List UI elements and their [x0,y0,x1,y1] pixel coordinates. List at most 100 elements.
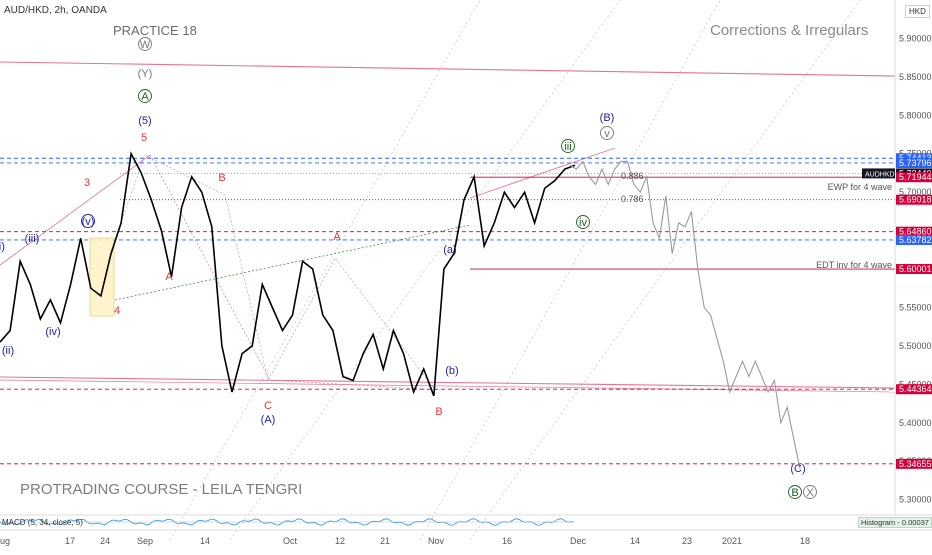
wave-label-ring [788,485,802,499]
x-tick-label: Nov [428,536,445,546]
price-level-tag-label: 5.44364 [899,384,932,394]
wave-label: (5) [138,115,151,127]
wave-label: A [141,91,149,103]
price-level-tag-label: 5.69018 [899,195,932,205]
price-level-tag-bg [896,384,932,395]
price-levels [0,157,895,465]
x-tick-label: 12 [335,536,345,546]
y-tick-label: 5.90000 [899,33,932,43]
x-tick-label: Oct [283,536,298,546]
price-level-tag-bg [896,172,932,183]
wave-label-ring [803,485,817,499]
y-tick-label: 5.55000 [899,302,932,312]
wave-label: B [791,487,798,499]
x-tick-label: 24 [100,536,110,546]
wave-label: (iii) [25,233,40,245]
wave-labels: (ii) (iii) (iv) (v) (i) 3 4 5 (5) A (Y) W A B C (A) A B (a… [0,37,817,499]
x-tick-label: 18 [800,536,810,546]
histogram-tag: Histogram - 0.00037 [858,517,932,528]
x-tick-label: Sep [137,536,153,546]
currency-badge[interactable]: HKD [905,5,930,18]
price-level-tag-bg [896,458,932,469]
practice-title: PRACTICE 18 [113,23,197,38]
wave-label-ring [561,139,575,153]
price-level-tag-bg [896,234,932,245]
price-level-tag-bg [896,264,932,275]
price-level-tag-bg [896,226,932,237]
x-tick-label: Dec [570,536,587,546]
wave-label: iv [579,217,587,229]
highlight-box [89,237,115,317]
wave-label-ring [576,215,590,229]
wave-label: B [435,406,442,418]
top-channel-line [0,61,896,77]
price-level-tag-label: 5.63782 [899,235,932,245]
y-tick-label: 5.85000 [899,72,932,82]
bottom-channel-line [0,376,896,389]
wave-label: (A) [261,414,276,426]
bottom-channel-line-2 [0,379,896,393]
last-price-symbol-bg [862,168,895,179]
wave-label: (Y) [138,68,153,80]
wave-label-ring [138,37,152,51]
price-axis-bg [895,0,932,515]
x-tick-label: 14 [630,536,640,546]
left-channel-upper [0,154,151,266]
subtitle: Corrections & Irregulars [710,22,869,39]
wave-label: iii [564,141,571,153]
diagonal-upper [469,147,616,199]
y-tick-label: 5.70000 [899,187,932,197]
symbol-line: AUD/HKD, 2h, OANDA [4,5,107,16]
price-series-line [0,151,576,397]
y-tick-label: 5.50000 [899,341,932,351]
wave-label: (ii) [2,345,14,357]
last-price-symbol: AUDHKD [865,171,895,178]
wave-label: (C) [790,463,805,475]
macd-label: MACD (5, 34, close, 5) [2,518,83,527]
footer-text: PROTRADING COURSE - LEILA TENGRI [20,481,303,498]
price-level-tag-label: 5.71944 [899,172,932,182]
wave-label: (b) [445,365,458,377]
wave-label: (iv) [45,326,60,338]
wave-label-ring [81,214,95,228]
wave-label: 4 [114,305,120,317]
ewp-note: EWP for 4 wave [828,182,892,192]
wave-label: W [140,39,151,51]
price-level-tag-label: 5.64860 [899,227,932,237]
histogram-value: 0.00037 [901,518,929,527]
date-axis-ticks: Aug 17 24 Sep 14 Oct 12 21 Nov 16 Dec 14 23 2021 18 [0,536,810,546]
x-tick-label: 23 [682,536,692,546]
wave-label: A [165,271,173,283]
projection-series-line [569,160,801,470]
macd-histogram [0,518,574,526]
wave-label: v [604,128,610,140]
x-tick-label: 21 [380,536,390,546]
price-level-tag-bg [896,194,932,205]
wave-label: (i) [0,241,5,253]
wave-label: B [218,172,225,184]
edt-note: EDT inv for 4 wave [816,260,892,270]
y-tick-label: 5.40000 [899,418,932,428]
x-tick-label: Aug [0,536,10,546]
wave-label-ring [138,89,152,103]
wave-label: (B) [600,112,615,124]
wave-label: (a) [443,244,456,256]
wave-label: (v) [82,216,95,228]
y-tick-label: 5.80000 [899,110,932,120]
x-tick-label: 16 [502,536,512,546]
histogram-label: Histogram [861,518,896,527]
price-level-tag-label: 5.34655 [899,459,932,469]
wave-label: 3 [84,177,90,189]
wave-connectors [89,154,471,391]
fib-fan-lines [169,0,861,541]
wave-label-ring [600,126,614,140]
wave-label: 5 [141,132,147,144]
x-tick-label: 17 [65,536,75,546]
price-level-tag-bg [896,157,932,168]
price-level-tag-label: 5.60001 [899,264,932,274]
channel-lines [0,61,896,393]
x-tick-label: 2021 [722,536,742,546]
